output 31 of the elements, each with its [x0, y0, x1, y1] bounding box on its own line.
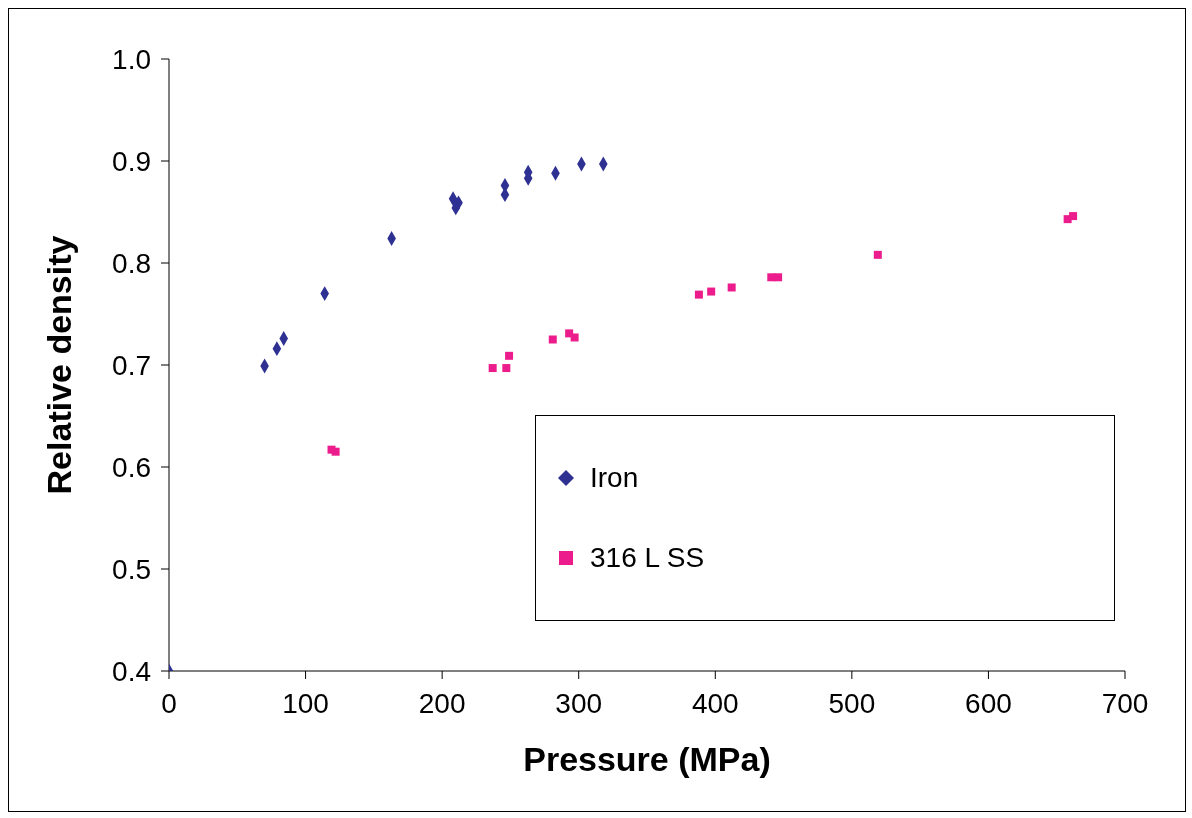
point: [707, 287, 716, 296]
x-tick-label: 200: [418, 687, 466, 719]
y-tick-label: 0.5: [112, 553, 151, 585]
x-tick-label: 500: [828, 687, 876, 719]
x-tick-label: 0: [161, 687, 177, 719]
legend-label: Iron: [590, 462, 639, 494]
y-tick-label: 0.8: [112, 247, 151, 279]
point: [570, 333, 579, 342]
point: [505, 351, 514, 360]
y-tick-label: 1.0: [112, 43, 151, 75]
x-axis-title: Pressure (MPa): [523, 740, 771, 778]
y-tick-label: 0.6: [112, 451, 151, 483]
point: [873, 250, 882, 259]
point: [694, 290, 703, 299]
y-axis-title: Relative density: [40, 235, 79, 495]
legend-label: 316 L SS: [590, 542, 705, 574]
point: [331, 447, 340, 456]
x-tick-label: 700: [1101, 687, 1149, 719]
x-tick-label: 600: [965, 687, 1012, 719]
x-tick-label: 100: [282, 687, 329, 719]
x-tick-label: 300: [555, 687, 603, 719]
point: [1069, 212, 1078, 221]
y-tick-label: 0.9: [112, 145, 151, 177]
point: [502, 364, 511, 373]
y-tick-label: 0.7: [112, 349, 151, 381]
x-tick-label: 400: [691, 687, 739, 719]
point: [548, 335, 557, 344]
y-tick-label: 0.4: [112, 655, 151, 687]
point: [774, 273, 783, 282]
point: [727, 283, 736, 292]
point: [488, 364, 497, 373]
